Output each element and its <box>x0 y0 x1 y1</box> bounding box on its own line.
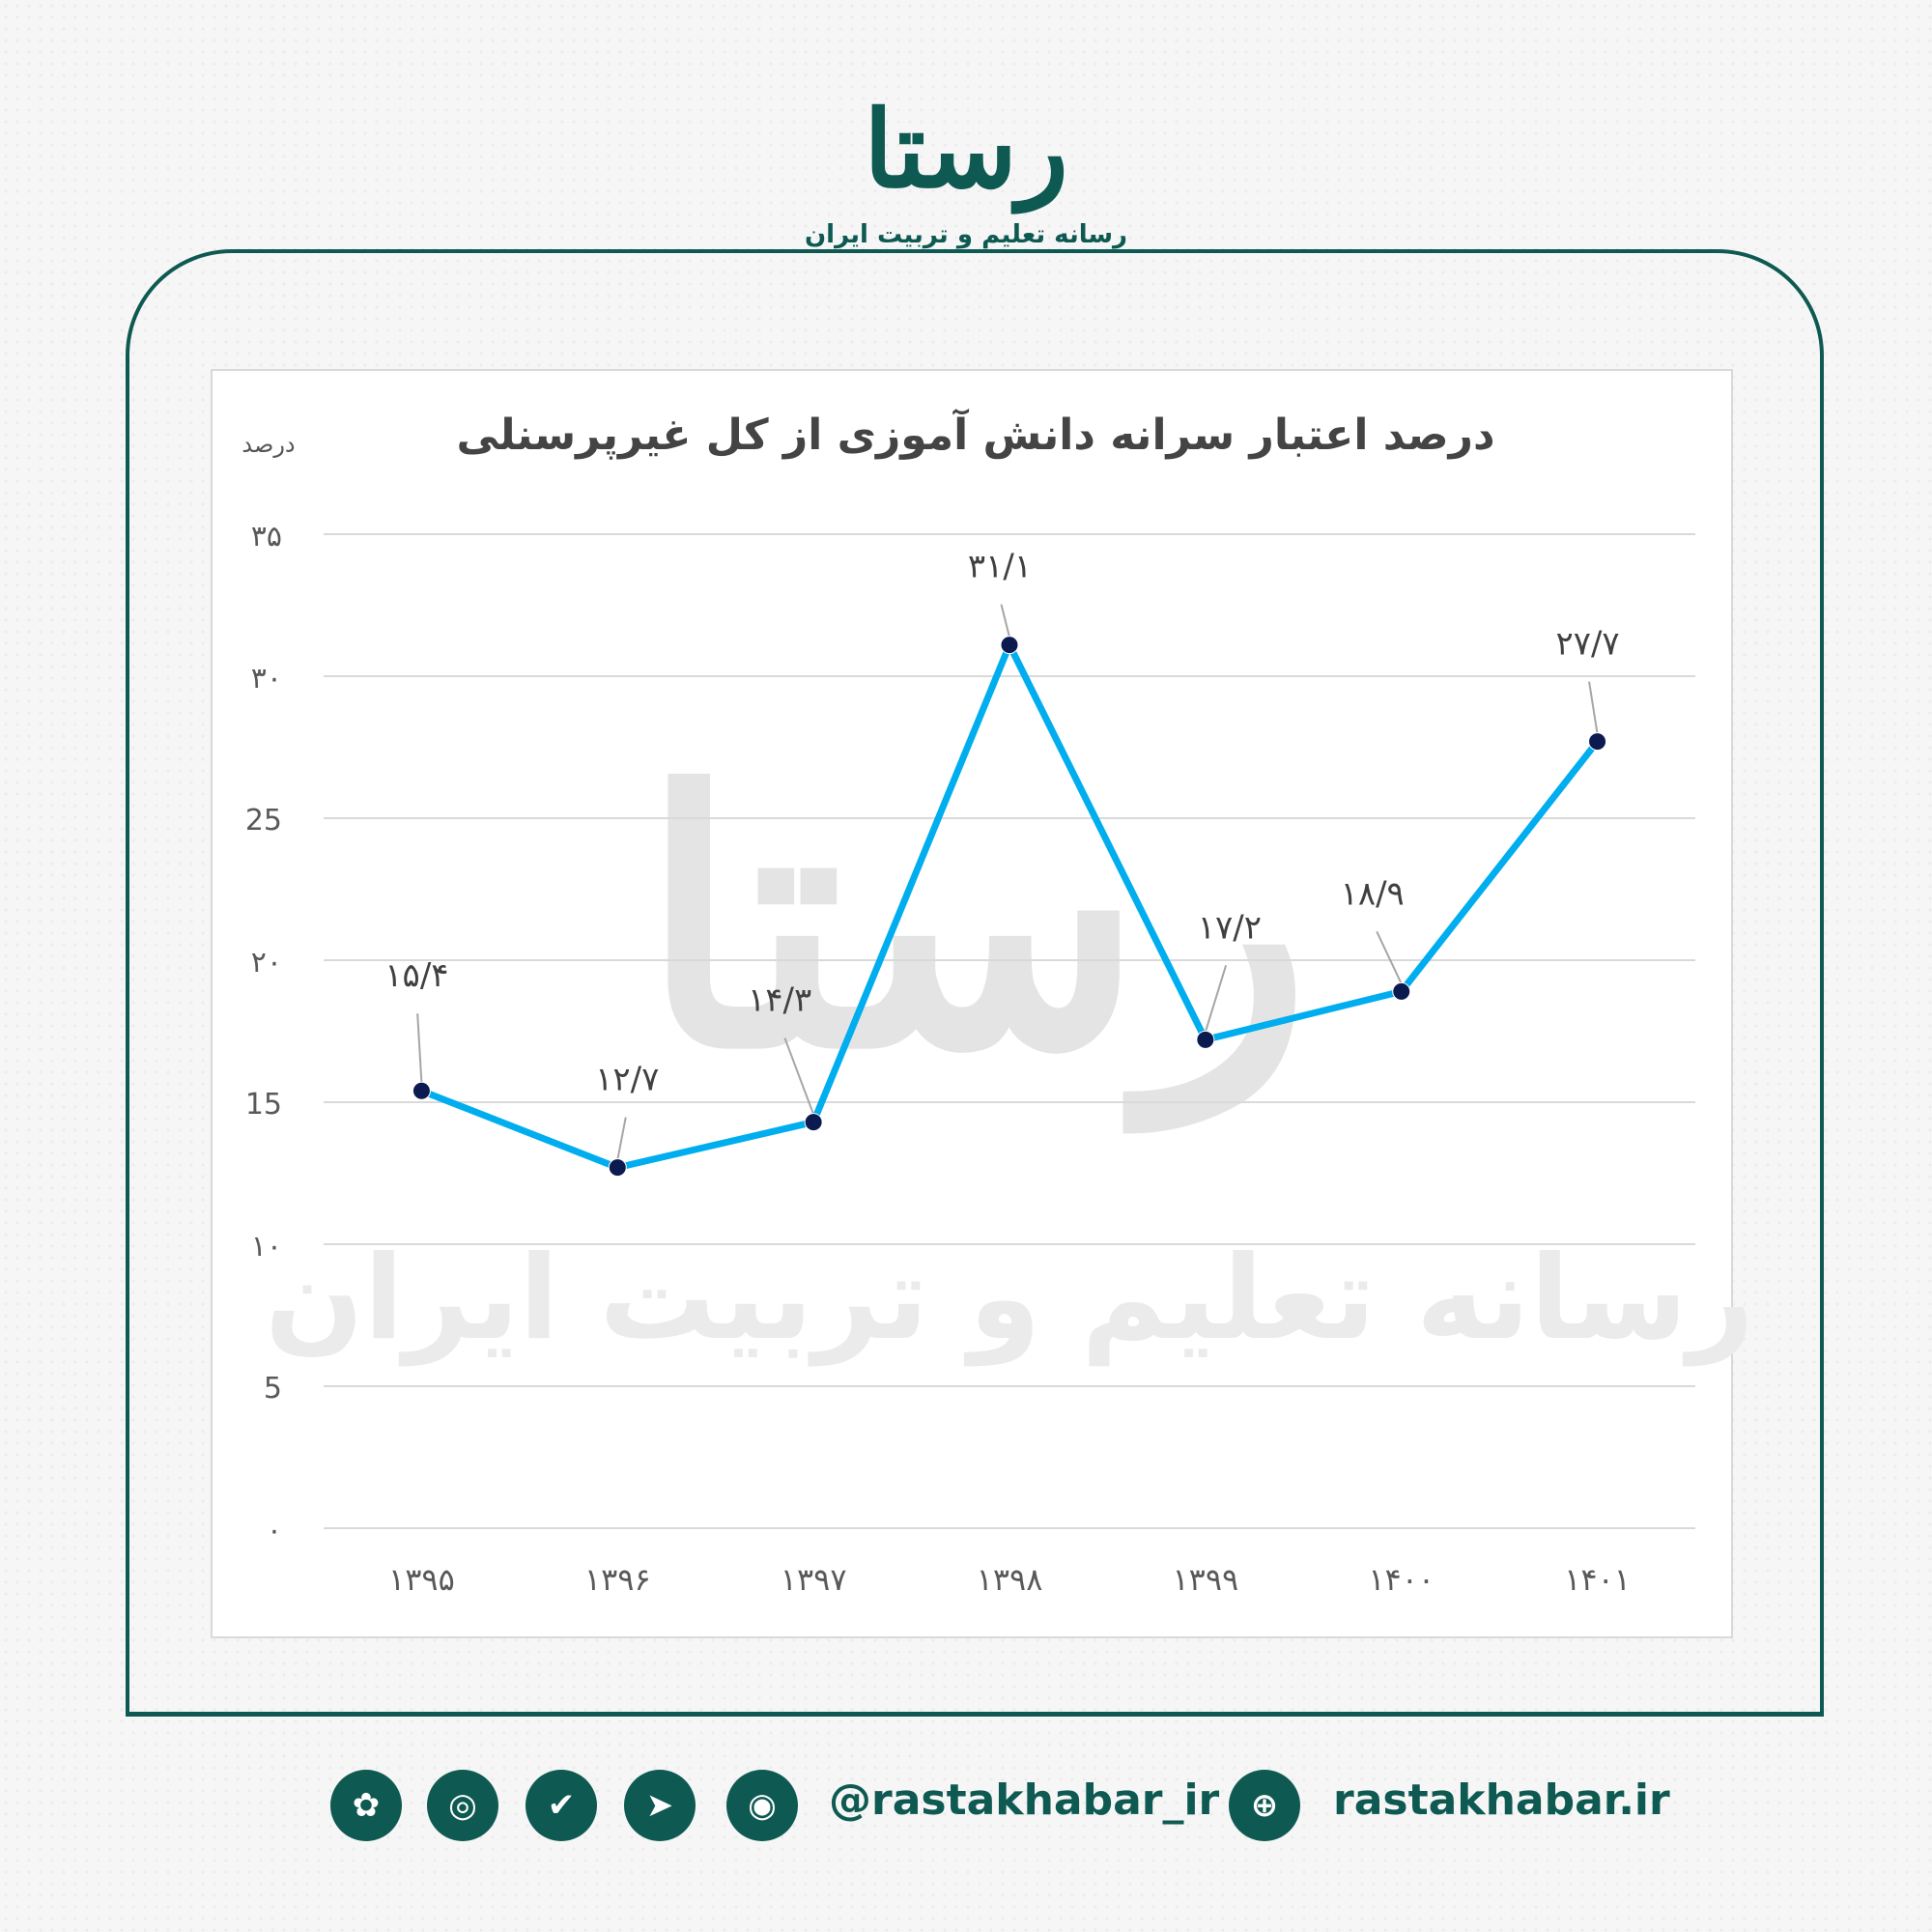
y-tick-label: ۱۰ <box>251 1230 282 1264</box>
data-point <box>412 1081 431 1100</box>
globe-icon[interactable]: ⊕ <box>1229 1770 1300 1841</box>
bale-icon[interactable]: ✔ <box>526 1770 597 1841</box>
data-point <box>1000 636 1019 655</box>
y-tick-label: ۲۰ <box>251 946 282 980</box>
data-point <box>804 1113 823 1132</box>
watermark-text: رسانه تعلیم و تربیت ایران <box>265 1232 1754 1367</box>
y-tick-label: 15 <box>245 1088 282 1122</box>
data-label: ۳۱/۱ <box>968 548 1032 586</box>
chart-title: درصد اعتبار سرانه دانش آموزی از کل غیرپر… <box>456 408 1494 460</box>
y-axis-label: درصد <box>242 431 295 458</box>
data-label: ۱۵/۴ <box>384 956 448 995</box>
x-tick-label: ۱۴۰۰ <box>1368 1561 1435 1598</box>
brand-header: رستا رسانه تعلیم و تربیت ایران <box>0 87 1932 250</box>
x-tick-label: ۱۳۹۵ <box>388 1561 455 1598</box>
x-tick-label: ۱۴۰۱ <box>1564 1561 1631 1598</box>
y-tick-label: 5 <box>264 1372 282 1406</box>
leader-line <box>783 1037 815 1115</box>
content-frame <box>126 249 1824 1717</box>
y-tick-label: ۰ <box>267 1514 282 1548</box>
y-tick-label: 25 <box>245 804 282 838</box>
leader-line <box>416 1013 423 1084</box>
data-point <box>608 1158 627 1178</box>
leader-line <box>1000 604 1010 638</box>
data-point <box>1588 732 1607 752</box>
eitaa-icon[interactable]: ◉ <box>726 1770 798 1841</box>
data-point <box>1392 981 1411 1001</box>
social-handle[interactable]: @rastakhabar_ir <box>829 1776 1220 1825</box>
chart-panel <box>211 369 1733 1638</box>
x-tick-label: ۱۳۹۹ <box>1172 1561 1238 1598</box>
rubika-icon[interactable]: ✿ <box>330 1770 402 1841</box>
telegram-icon[interactable]: ➤ <box>624 1770 696 1841</box>
brand-logo: رستا <box>864 87 1068 212</box>
watermark-logo: رستا <box>640 717 1311 1136</box>
data-label: ۲۷/۷ <box>1555 625 1619 664</box>
y-tick-label: ۳۵ <box>251 520 282 554</box>
leader-line <box>1588 681 1599 734</box>
instagram-icon[interactable]: ◎ <box>427 1770 498 1841</box>
data-label: ۱۸/۹ <box>1341 874 1405 913</box>
x-tick-label: ۱۳۹۷ <box>781 1561 847 1598</box>
leader-line <box>616 1117 627 1160</box>
leader-line <box>1204 965 1228 1033</box>
leader-line <box>1376 930 1403 984</box>
data-label: ۱۲/۷ <box>595 1061 659 1099</box>
y-tick-label: ۳۰ <box>251 662 282 696</box>
x-tick-label: ۱۳۹۸ <box>977 1561 1043 1598</box>
data-label: ۱۷/۲ <box>1198 908 1262 947</box>
brand-tagline: رسانه تعلیم و تربیت ایران <box>804 220 1128 249</box>
x-tick-label: ۱۳۹۶ <box>584 1561 651 1598</box>
website-link[interactable]: rastakhabar.ir <box>1333 1776 1670 1825</box>
data-label: ۱۴/۳ <box>748 981 811 1020</box>
data-point <box>1196 1030 1215 1049</box>
